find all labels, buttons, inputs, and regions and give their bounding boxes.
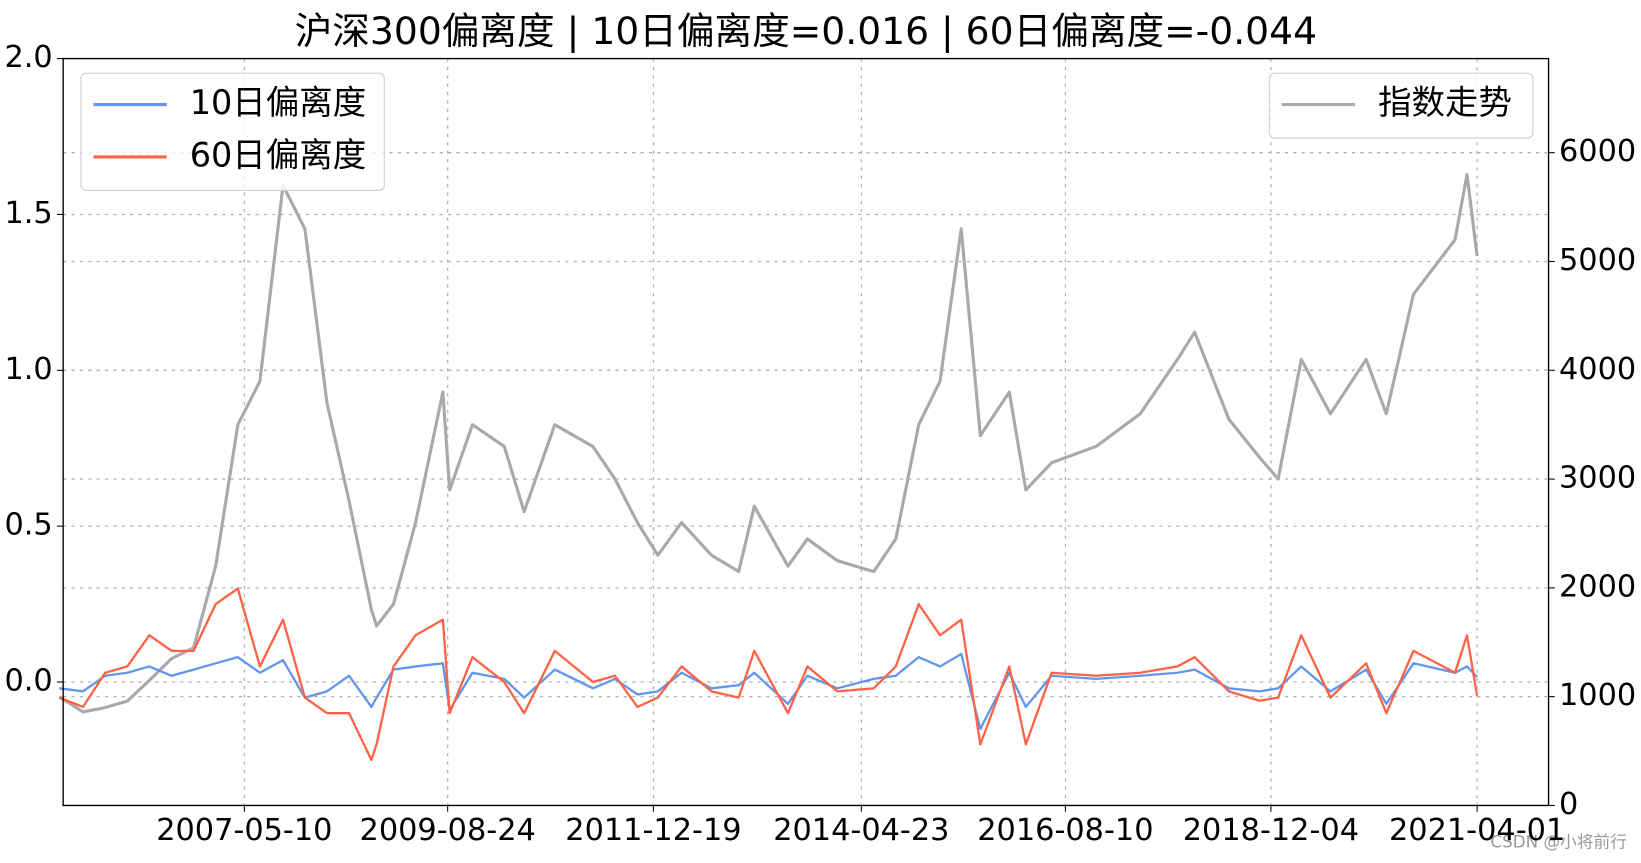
y2-tick-label: 1000 xyxy=(1559,678,1636,713)
x-tick-label: 2007-05-10 xyxy=(156,813,332,848)
x-tick-label: 2016-08-10 xyxy=(977,813,1153,848)
y2-tick-label: 3000 xyxy=(1559,461,1636,496)
x-tick-label: 2021-04-01 xyxy=(1389,813,1565,848)
legend-label: 指数走势 xyxy=(1378,83,1512,122)
series-line xyxy=(59,652,1478,730)
y2-tick-label: 6000 xyxy=(1559,134,1636,169)
plot-frame xyxy=(62,57,1550,807)
x-tick-label: 2011-12-19 xyxy=(565,813,741,848)
y2-tick-label: 2000 xyxy=(1559,569,1636,604)
y-tick-label: 1.0 xyxy=(4,352,52,387)
series-line xyxy=(58,587,1479,762)
legend-label: 60日偏离度 xyxy=(190,135,366,174)
y2-tick-label: 5000 xyxy=(1559,243,1636,278)
x-tick-label: 2014-04-23 xyxy=(773,813,949,848)
y-tick-label: 1.5 xyxy=(4,196,52,231)
y2-tick-label: 4000 xyxy=(1559,352,1636,387)
y2-tick-label: 0 xyxy=(1559,787,1578,822)
x-tick-label: 2018-12-04 xyxy=(1183,813,1359,848)
watermark: CSDN @小将前行 xyxy=(1490,832,1627,852)
x-tick-label: 2009-08-24 xyxy=(360,813,536,848)
chart-title: 沪深300偏离度 | 10日偏离度=0.016 | 60日偏离度=-0.044 xyxy=(295,9,1317,54)
series-line xyxy=(58,172,1479,714)
legend-label: 10日偏离度 xyxy=(190,83,366,122)
legend-box xyxy=(1268,72,1534,139)
legend-box xyxy=(80,72,385,191)
y-tick-label: 0.0 xyxy=(4,664,52,699)
y-tick-label: 2.0 xyxy=(4,40,52,75)
y-tick-label: 0.5 xyxy=(4,508,52,543)
